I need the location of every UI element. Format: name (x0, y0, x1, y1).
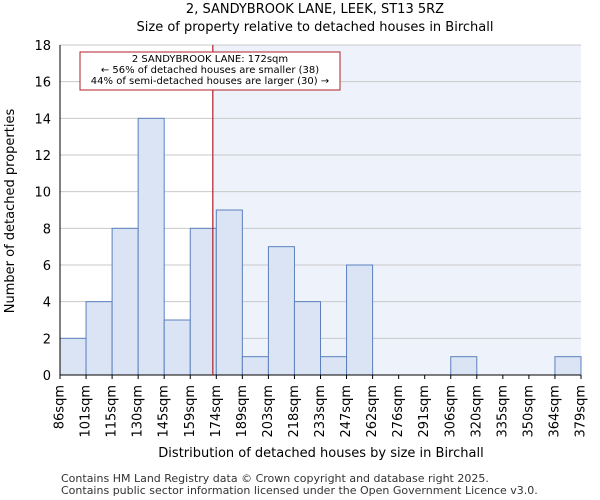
histogram-bar (163, 319, 191, 376)
y-tick-label: 12 (34, 149, 51, 164)
x-tick-label: 276sqm (391, 385, 406, 438)
annotation-line-2: ← 56% of detached houses are smaller (38… (101, 65, 319, 76)
chart-subtitle: Size of property relative to detached ho… (137, 20, 494, 35)
y-tick-label: 4 (43, 296, 51, 311)
y-tick-label: 10 (34, 186, 51, 201)
x-tick-label: 364sqm (547, 385, 562, 438)
chart-title: 2, SANDYBROOK LANE, LEEK, ST13 5RZ (186, 2, 444, 17)
x-tick-label: 203sqm (261, 385, 276, 438)
x-tick-label: 335sqm (495, 385, 510, 438)
histogram-bar (111, 227, 139, 376)
x-axis-label: Distribution of detached houses by size … (158, 446, 483, 461)
histogram-bar (241, 356, 269, 376)
x-tick-label: 159sqm (183, 385, 198, 438)
histogram-bar (137, 117, 165, 376)
y-tick-label: 18 (34, 39, 51, 54)
annotation-line-1: 2 SANDYBROOK LANE: 172sqm (132, 54, 288, 65)
histogram-bar (320, 356, 348, 376)
x-tick-label: 291sqm (417, 385, 432, 438)
x-tick-label: 320sqm (469, 385, 484, 438)
x-tick-label: 218sqm (287, 385, 302, 438)
x-tick-label: 247sqm (339, 385, 354, 438)
histogram-bar (85, 301, 113, 376)
footer-line-1: Contains HM Land Registry data © Crown c… (61, 472, 489, 485)
x-tick-label: 379sqm (574, 385, 589, 438)
y-tick-label: 8 (43, 222, 51, 237)
histogram-bar (293, 301, 322, 376)
x-tick-label: 86sqm (53, 385, 68, 429)
y-axis-label: Number of detached properties (3, 109, 18, 314)
annotation-line-3: 44% of semi-detached houses are larger (… (91, 76, 329, 87)
y-tick-label: 16 (34, 76, 51, 91)
histogram-bar (450, 356, 478, 376)
x-tick-label: 306sqm (443, 385, 458, 438)
y-tick-label: 2 (43, 332, 51, 347)
histogram-bar (346, 264, 374, 376)
x-tick-label: 145sqm (157, 385, 172, 438)
footer-line-2: Contains public sector information licen… (61, 484, 538, 497)
histogram-bar (267, 246, 295, 376)
plot-area: 0 2 4 6 8 10 12 14 16 18 86sqm 101sqm 115sqm 130sqm 14… (34, 39, 588, 438)
y-tick-label: 6 (43, 259, 51, 274)
annotation-box (79, 51, 341, 91)
y-tick-label: 14 (34, 112, 51, 127)
x-tick-label: 350sqm (521, 385, 536, 438)
x-tick-label: 130sqm (131, 385, 146, 438)
histogram-bar (215, 209, 243, 376)
x-tick-label: 189sqm (235, 385, 250, 438)
x-tick-label: 262sqm (365, 385, 380, 438)
y-tick-label: 0 (43, 369, 51, 384)
x-tick-label: 174sqm (209, 385, 224, 438)
histogram-bar (59, 337, 87, 376)
histogram-bar (554, 356, 582, 376)
x-tick-label: 101sqm (79, 385, 94, 438)
x-tick-label: 233sqm (313, 385, 328, 438)
x-tick-label: 115sqm (105, 385, 120, 438)
